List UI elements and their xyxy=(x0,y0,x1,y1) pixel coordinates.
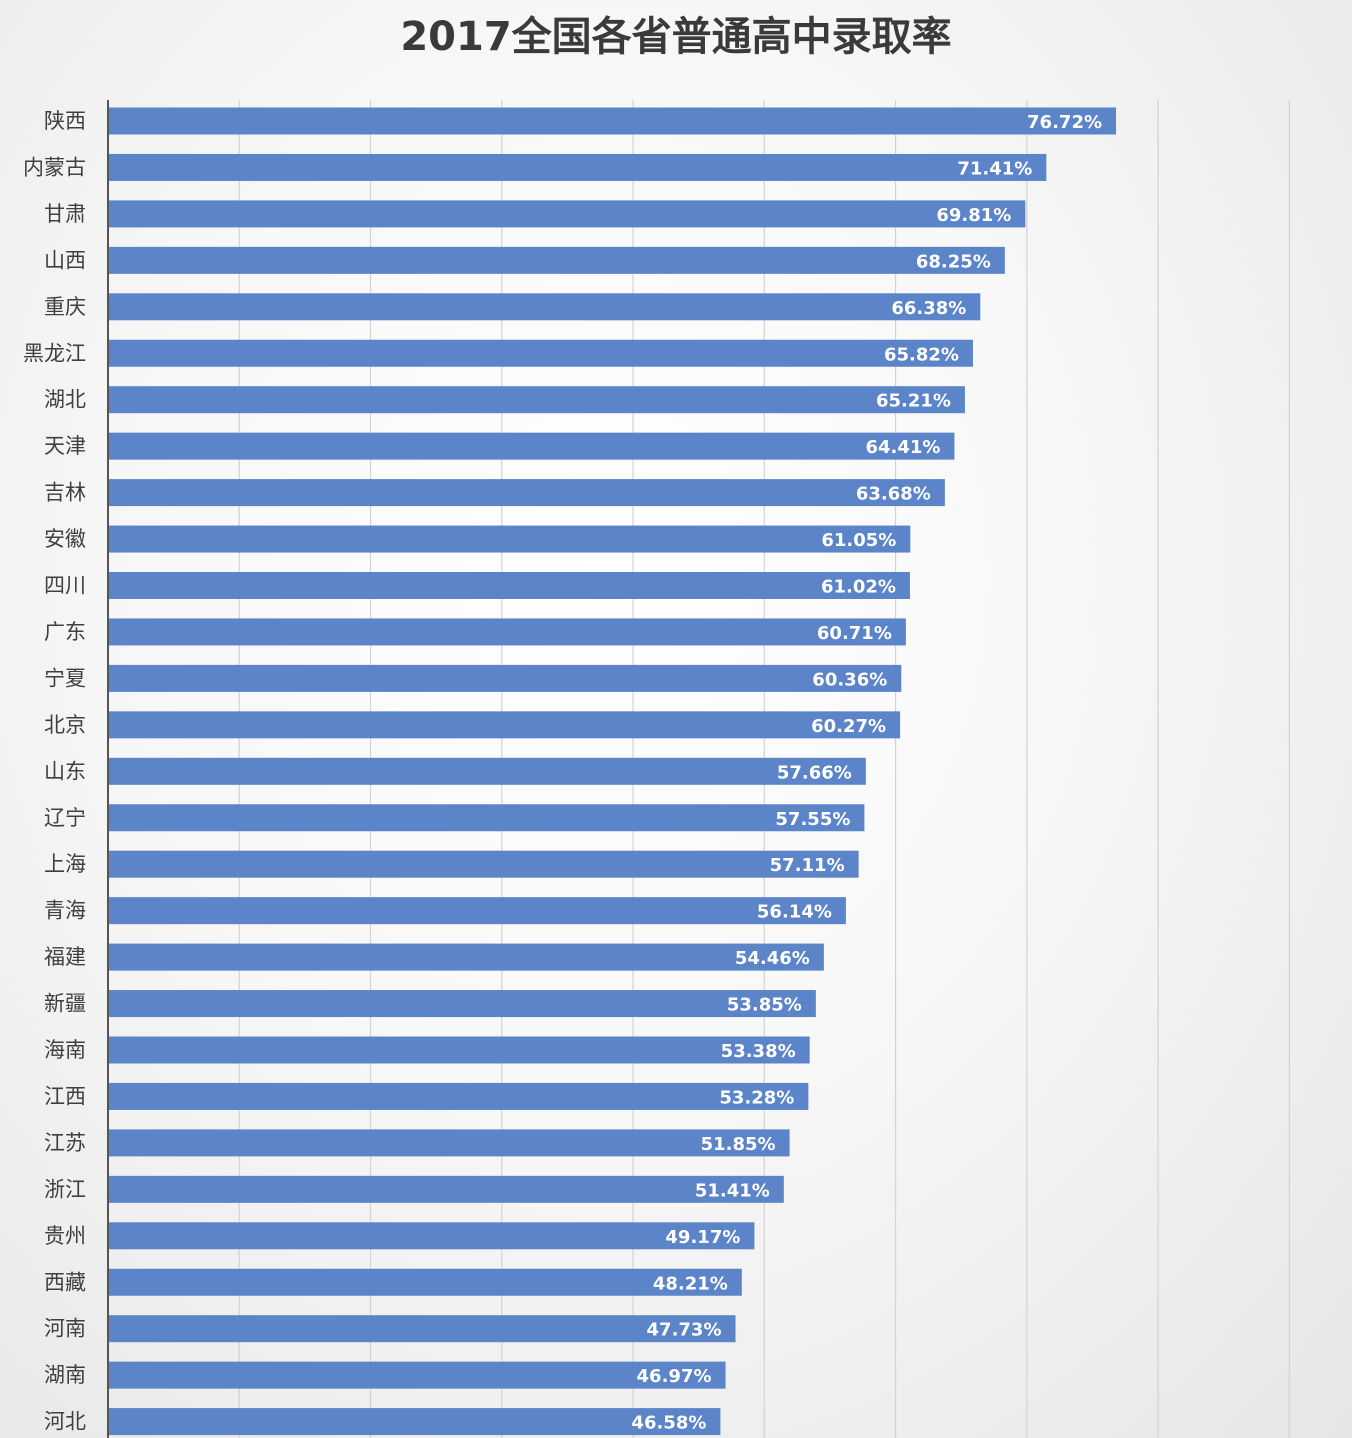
category-label: 吉林 xyxy=(44,481,86,505)
bar xyxy=(109,664,902,692)
data-label: 66.38% xyxy=(891,298,966,319)
bar xyxy=(109,1222,755,1250)
bar xyxy=(109,757,866,785)
bar xyxy=(109,1268,742,1296)
bars xyxy=(109,107,1117,1436)
bar xyxy=(109,1315,736,1343)
bar xyxy=(109,1129,790,1157)
category-label: 陕西 xyxy=(44,109,86,133)
category-label: 黑龙江 xyxy=(23,341,86,365)
data-label: 57.11% xyxy=(770,855,845,876)
bar xyxy=(109,1361,726,1389)
category-label: 浙江 xyxy=(44,1177,86,1201)
data-label: 63.68% xyxy=(856,484,931,505)
data-label: 48.21% xyxy=(653,1273,728,1294)
data-label: 65.82% xyxy=(884,344,959,365)
category-labels: 陕西内蒙古甘肃山西重庆黑龙江湖北天津吉林安徽四川广东宁夏北京山东辽宁上海青海福建… xyxy=(23,109,86,1434)
bar xyxy=(109,1175,784,1203)
bar xyxy=(109,293,981,321)
category-label: 海南 xyxy=(44,1038,86,1062)
category-label: 宁夏 xyxy=(44,666,86,690)
data-label: 46.97% xyxy=(637,1366,712,1387)
bar xyxy=(109,153,1047,181)
category-label: 辽宁 xyxy=(44,806,86,830)
category-label: 青海 xyxy=(44,899,86,923)
value-labels: 76.72% 71.41% 69.81% 68.25% 66.38% 65.82% 65.2… xyxy=(631,112,1102,1434)
category-label: 山西 xyxy=(44,248,86,272)
data-label: 60.27% xyxy=(811,716,886,737)
chart-title: 2017全国各省普通高中录取率 xyxy=(400,14,951,60)
bar xyxy=(109,804,865,832)
data-label: 71.41% xyxy=(957,158,1032,179)
category-label: 山东 xyxy=(44,759,86,783)
bar xyxy=(109,479,945,507)
bar xyxy=(109,339,973,367)
data-label: 51.41% xyxy=(695,1180,770,1201)
bar xyxy=(109,246,1005,274)
bar xyxy=(109,200,1026,228)
category-label: 广东 xyxy=(44,620,86,644)
data-label: 69.81% xyxy=(936,205,1011,226)
bar xyxy=(109,850,859,878)
data-label: 64.41% xyxy=(865,437,940,458)
category-label: 上海 xyxy=(44,852,86,876)
category-label: 河北 xyxy=(44,1410,86,1434)
bar xyxy=(109,1082,809,1110)
category-label: 福建 xyxy=(44,945,86,969)
data-label: 51.85% xyxy=(701,1134,776,1155)
category-label: 重庆 xyxy=(44,295,86,319)
bar xyxy=(109,618,906,646)
bar xyxy=(109,572,910,599)
category-label: 湖北 xyxy=(44,388,86,412)
data-label: 60.71% xyxy=(817,623,892,644)
data-label: 56.14% xyxy=(757,902,832,923)
data-label: 60.36% xyxy=(812,669,887,690)
data-label: 57.66% xyxy=(777,762,852,783)
data-label: 76.72% xyxy=(1027,112,1102,133)
bar xyxy=(109,990,816,1018)
category-label: 江苏 xyxy=(44,1131,86,1155)
data-label: 68.25% xyxy=(916,251,991,272)
category-label: 贵州 xyxy=(44,1224,86,1248)
bar xyxy=(109,107,1117,135)
data-label: 57.55% xyxy=(775,809,850,830)
bar xyxy=(109,943,824,971)
data-label: 54.46% xyxy=(735,948,810,969)
category-label: 安徽 xyxy=(44,527,86,551)
category-label: 江西 xyxy=(44,1084,86,1108)
category-label: 四川 xyxy=(44,574,86,598)
category-label: 河南 xyxy=(44,1317,86,1341)
bar xyxy=(109,897,846,925)
data-label: 53.85% xyxy=(727,995,802,1016)
data-label: 61.02% xyxy=(821,577,896,598)
bar xyxy=(109,711,901,739)
data-label: 53.28% xyxy=(719,1087,794,1108)
data-label: 61.05% xyxy=(821,530,896,551)
bar xyxy=(109,432,955,460)
category-label: 湖南 xyxy=(44,1363,86,1387)
data-label: 49.17% xyxy=(665,1227,740,1248)
data-label: 53.38% xyxy=(721,1041,796,1062)
data-label: 65.21% xyxy=(876,391,951,412)
data-label: 46.58% xyxy=(631,1413,706,1434)
data-label: 47.73% xyxy=(647,1320,722,1341)
category-label: 内蒙古 xyxy=(23,155,86,179)
bar xyxy=(109,386,965,414)
category-label: 甘肃 xyxy=(44,202,86,226)
category-label: 西藏 xyxy=(44,1270,86,1294)
category-label: 新疆 xyxy=(44,992,86,1016)
category-label: 天津 xyxy=(44,434,86,458)
bar xyxy=(109,525,911,553)
category-label: 北京 xyxy=(44,713,86,737)
bar xyxy=(109,1408,721,1436)
bar xyxy=(109,1036,810,1064)
